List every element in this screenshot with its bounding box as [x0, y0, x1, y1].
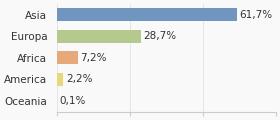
Text: 28,7%: 28,7% [143, 31, 176, 41]
Bar [57, 30, 141, 43]
Bar [57, 73, 64, 86]
Bar [57, 51, 78, 64]
Text: 2,2%: 2,2% [66, 74, 92, 84]
Bar [57, 9, 237, 21]
Text: 7,2%: 7,2% [80, 53, 107, 63]
Text: 61,7%: 61,7% [239, 10, 272, 20]
Text: 0,1%: 0,1% [60, 96, 86, 106]
